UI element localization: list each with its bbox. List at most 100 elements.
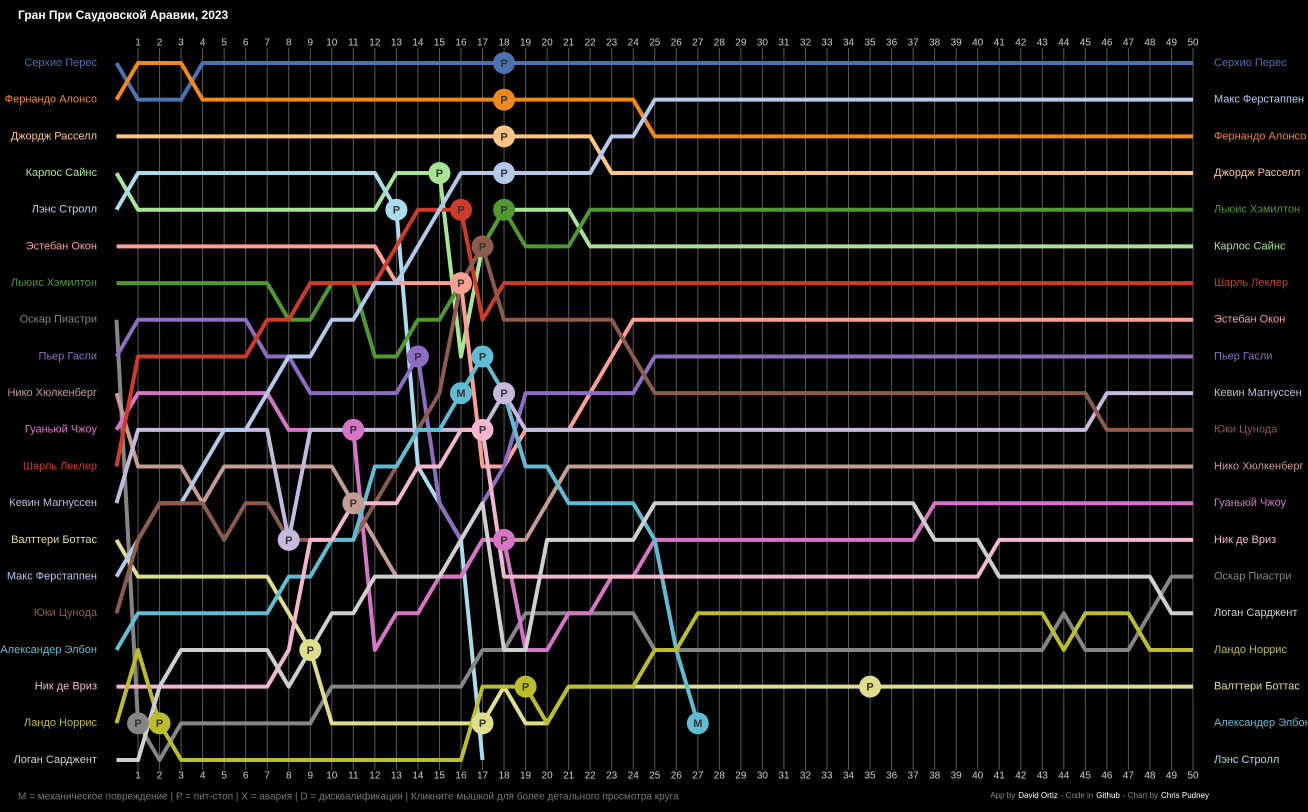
x-tick-label: 36 [886,38,898,49]
x-tick-label: 24 [628,771,640,782]
finish-label: Лэнс Стролл [1214,754,1279,766]
x-tick-label: 12 [369,771,381,782]
x-tick-label: 38 [929,771,941,782]
start-label: Карлос Сайнс [26,167,98,179]
x-tick-label: 27 [692,771,704,782]
event-marker [514,675,537,698]
start-label: Джордж Расселл [11,130,97,142]
finish-label: Эстебан Окон [1214,314,1285,326]
x-tick-label: 25 [649,38,661,49]
finish-label: Нико Хюлкенберг [1214,460,1304,472]
event-marker [385,198,408,221]
x-tick-label: 30 [757,771,769,782]
finish-label: Ник де Вриз [1214,534,1276,546]
event-marker [493,382,516,405]
driver-line [114,317,1193,542]
x-tick-label: 28 [714,38,726,49]
credit-link[interactable]: Github [1096,791,1120,800]
x-tick-label: 29 [735,771,747,782]
x-tick-label: 35 [864,38,876,49]
x-tick-label: 6 [243,38,249,49]
event-marker [493,528,516,551]
x-tick-label: 33 [821,771,833,782]
x-tick-label: 42 [1015,771,1027,782]
event-label: P [866,682,873,694]
x-tick-label: 46 [1101,771,1113,782]
event-marker [471,712,494,735]
finish-label: Кевин Магнуссен [1214,387,1302,399]
x-tick-label: 41 [994,38,1006,49]
x-tick-label: 23 [606,771,618,782]
finish-label: Гуаньюй Чжоу [1214,497,1287,509]
x-tick-label: 50 [1187,38,1199,49]
x-tick-label: 5 [221,771,227,782]
start-label: Валттери Боттас [11,534,97,546]
event-label: P [500,58,507,70]
credit-link[interactable]: David Ortiz [1018,791,1058,800]
x-tick-label: 26 [671,771,683,782]
event-label: P [500,535,507,547]
credit-text: - Chart by [1122,791,1158,800]
finish-label: Пьер Гасли [1214,350,1272,362]
driver-line [116,134,1193,176]
x-tick-label: 19 [520,38,532,49]
event-marker [493,52,516,74]
x-tick-label: 26 [671,38,683,49]
credits: App by David Ortiz - Code in Github - Chart … [990,791,1212,800]
driver-line [114,61,1193,139]
start-label: Серхио Перес [24,57,97,69]
start-label: Льюис Хэмилтон [11,277,97,289]
finish-label: Серхио Перес [1214,57,1287,69]
x-tick-label: 43 [1037,38,1049,49]
event-label: M [693,718,702,730]
x-tick-label: 2 [157,771,163,782]
chart-title: Гран При Саудовской Аравии, 2023 [18,8,229,22]
event-label: P [457,278,464,290]
event-label: P [479,351,486,363]
credit-text: - Code in [1060,791,1094,800]
start-label: Макс Ферстаппен [7,570,97,582]
event-label: P [500,95,507,107]
event-label: P [134,718,141,730]
event-label: P [350,425,357,437]
lines [114,61,1193,762]
x-tick-label: 47 [1123,38,1135,49]
legend-note: M = механическое повреждение | P = пит-с… [18,791,679,803]
x-tick-label: 48 [1144,38,1156,49]
x-tick-label: 4 [200,38,206,49]
x-tick-label: 28 [714,771,726,782]
x-tick-label: 9 [307,38,313,49]
event-marker [493,162,516,185]
event-marker [471,235,494,258]
credit-text: App by [990,791,1016,800]
markers: P P P P P P P P P P P P P P P P P P P P M P M P P P [127,52,882,735]
event-label: M [456,388,465,400]
x-tick-label: 47 [1123,771,1135,782]
driver-line [114,171,1193,359]
x-tick-label: 37 [908,38,920,49]
x-tick-label: 2 [157,38,163,49]
event-label: P [522,682,529,694]
credit-link[interactable]: Chris Pudney [1160,791,1209,800]
event-label: P [436,168,443,180]
driver-line [114,392,1193,579]
start-label: Фернандо Алонсо [5,94,97,106]
event-label: P [479,718,486,730]
event-label: P [479,425,486,437]
event-marker [127,712,150,735]
event-label: P [156,718,163,730]
x-tick-label: 27 [692,38,704,49]
x-tick-label: 20 [542,38,554,49]
x-tick-label: 37 [908,771,920,782]
event-marker [428,162,451,185]
start-label: Логан Сарджент [14,754,97,766]
start-label: Ландо Норрис [24,717,97,729]
x-tick-label: 19 [520,771,532,782]
x-tick-label: 15 [434,38,446,49]
x-tick-label: 11 [348,38,359,49]
event-marker [277,528,300,551]
event-marker [449,272,472,295]
event-label: P [500,388,507,400]
